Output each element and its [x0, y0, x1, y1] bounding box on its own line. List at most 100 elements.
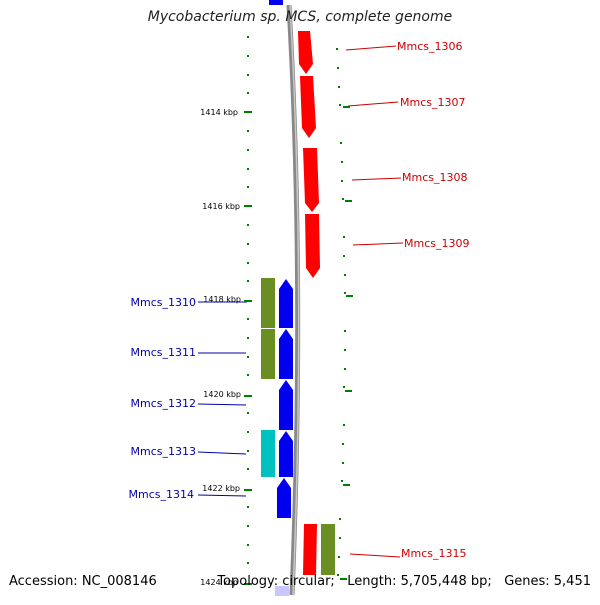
topology-text: Topology: circular; — [217, 574, 335, 589]
scale-tick-minor-right — [340, 142, 342, 144]
gene-arrow-mmcs-1308[interactable] — [303, 148, 319, 212]
scale-ticks — [244, 36, 353, 585]
length-text: Length: 5,705,448 bp; — [347, 574, 492, 589]
scale-tick-minor-left — [247, 525, 249, 527]
scale-tick-minor-left — [247, 243, 249, 245]
gene-arrow-mmcs-1313[interactable] — [279, 431, 293, 477]
scale-tick-major-left — [244, 111, 252, 113]
scale-tick-major-right — [345, 390, 352, 392]
gene-olive-right[interactable] — [321, 524, 335, 575]
gene-label-mmcs-1310[interactable]: Mmcs_1310 — [131, 296, 196, 309]
genome-summary: Topology: circular; Length: 5,705,448 bp… — [217, 574, 591, 589]
gene-arrow-mmcs-1307[interactable] — [300, 76, 316, 138]
scale-tick-minor-right — [343, 255, 345, 257]
gene-arrow-mmcs-1310[interactable] — [279, 279, 293, 328]
scale-tick-minor-right — [336, 48, 338, 50]
scale-tick-major-left — [244, 583, 252, 585]
leader-mmcs-1313 — [197, 451, 247, 455]
scale-tick-minor-left — [247, 36, 249, 38]
scale-tick-minor-left — [247, 544, 249, 546]
gene-label-mmcs-1315[interactable]: Mmcs_1315 — [401, 547, 466, 560]
scale-label-1424: 1424 kbp — [200, 578, 238, 587]
genes-count-text: Genes: 5,451 — [504, 574, 591, 589]
gene-olive-left-2[interactable] — [261, 329, 275, 379]
gene-label-mmcs-1309[interactable]: Mmcs_1309 — [404, 237, 469, 250]
scale-tick-minor-right — [343, 424, 345, 426]
scale-tick-major-left — [244, 300, 252, 302]
scale-tick-minor-left — [247, 262, 249, 264]
leader-mmcs-1314 — [197, 494, 247, 497]
scale-tick-minor-left — [247, 186, 249, 188]
scale-tick-major-right — [340, 578, 347, 580]
scale-tick-major-left — [244, 205, 252, 207]
scale-tick-minor-right — [341, 180, 343, 182]
scale-tick-minor-left — [247, 431, 249, 433]
gene-label-mmcs-1306[interactable]: Mmcs_1306 — [397, 40, 462, 53]
scale-tick-minor-left — [247, 74, 249, 76]
gene-arrow-mmcs-1312[interactable] — [279, 380, 293, 430]
scale-tick-minor-left — [247, 562, 249, 564]
scale-tick-minor-right — [339, 537, 341, 539]
scale-tick-major-right — [343, 106, 350, 108]
genome-title: Mycobacterium sp. MCS, complete genome — [147, 9, 453, 25]
gene-arrow-mmcs-1314[interactable] — [277, 478, 291, 518]
scale-tick-minor-right — [339, 104, 341, 106]
leader-mmcs-1308 — [351, 177, 402, 181]
genome-backbone-highlight — [289, 4, 300, 596]
scale-tick-minor-left — [247, 337, 249, 339]
gene-olive-left-1[interactable] — [261, 278, 275, 328]
gene-label-mmcs-1311[interactable]: Mmcs_1311 — [131, 346, 196, 359]
scale-label-1422: 1422 kbp — [202, 484, 240, 493]
leader-mmcs-1307 — [347, 101, 399, 107]
leader-mmcs-1312 — [197, 403, 247, 406]
scale-tick-minor-left — [247, 412, 249, 414]
gene-arrow-mmcs-1306[interactable] — [298, 31, 313, 74]
scale-tick-minor-left — [247, 468, 249, 470]
scale-tick-minor-right — [344, 368, 346, 370]
gene-arrow-mmcs-1309[interactable] — [305, 214, 320, 278]
scale-tick-minor-right — [342, 462, 344, 464]
scale-tick-minor-left — [247, 149, 249, 151]
scale-tick-minor-right — [344, 274, 346, 276]
scale-label-1418: 1418 kbp — [203, 295, 241, 304]
scale-tick-minor-left — [247, 168, 249, 170]
leader-mmcs-1306 — [345, 45, 397, 51]
gene-cyan-left[interactable] — [261, 430, 275, 477]
genome-backbone — [286, 4, 301, 596]
gene-label-mmcs-1314[interactable]: Mmcs_1314 — [129, 488, 194, 501]
gene-partial-bottom — [275, 586, 289, 596]
scale-tick-major-right — [343, 484, 350, 486]
scale-tick-minor-left — [247, 280, 249, 282]
scale-label-1420: 1420 kbp — [203, 390, 241, 399]
scale-label-1414: 1414 kbp — [200, 108, 238, 117]
leader-mmcs-1315 — [349, 553, 401, 558]
scale-tick-minor-right — [344, 330, 346, 332]
scale-tick-minor-left — [247, 55, 249, 57]
scale-tick-minor-right — [337, 67, 339, 69]
gene-arrow-mmcs-1311[interactable] — [279, 329, 293, 379]
gene-partial-top — [269, 0, 283, 5]
scale-tick-minor-right — [341, 480, 343, 482]
gene-features — [261, 31, 335, 575]
gene-arrow-mmcs-1315[interactable] — [303, 524, 317, 575]
scale-tick-major-left — [244, 489, 252, 491]
scale-label-1416: 1416 kbp — [202, 202, 240, 211]
leader-mmcs-1309 — [352, 242, 404, 246]
gene-label-mmcs-1313[interactable]: Mmcs_1313 — [131, 445, 196, 458]
scale-tick-minor-right — [338, 86, 340, 88]
label-leaders — [197, 45, 404, 558]
gene-label-mmcs-1312[interactable]: Mmcs_1312 — [131, 397, 196, 410]
scale-tick-minor-left — [247, 506, 249, 508]
scale-tick-minor-right — [343, 386, 345, 388]
gene-label-mmcs-1308[interactable]: Mmcs_1308 — [402, 171, 467, 184]
scale-tick-minor-right — [342, 443, 344, 445]
scale-tick-minor-right — [343, 236, 345, 238]
scale-tick-minor-left — [247, 356, 249, 358]
scale-tick-minor-left — [247, 450, 249, 452]
scale-tick-major-left — [244, 395, 252, 397]
gene-label-mmcs-1307[interactable]: Mmcs_1307 — [400, 96, 465, 109]
scale-tick-minor-right — [337, 574, 339, 576]
scale-tick-minor-right — [344, 292, 346, 294]
